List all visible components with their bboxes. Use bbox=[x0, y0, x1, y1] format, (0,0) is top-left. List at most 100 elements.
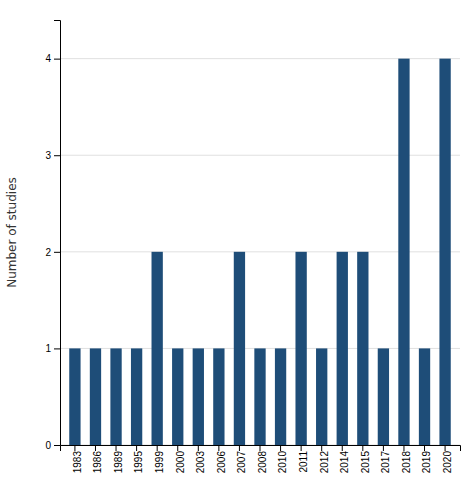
x-tick-mark bbox=[260, 445, 261, 451]
x-tick-mark bbox=[95, 445, 96, 451]
y-tick-label: 0 bbox=[45, 440, 51, 451]
x-tick: 2011 bbox=[298, 445, 309, 473]
y-tick: 1 bbox=[45, 343, 60, 354]
x-tick-mark bbox=[301, 445, 302, 451]
x-tick: 2003 bbox=[195, 445, 206, 473]
x-tick-mark bbox=[342, 445, 343, 451]
x-tick: 2019 bbox=[421, 445, 432, 473]
bar bbox=[295, 252, 306, 445]
x-tick-label: 2019 bbox=[421, 451, 432, 474]
y-tick-label: 2 bbox=[45, 247, 51, 258]
x-tick-label: 2014 bbox=[339, 451, 350, 474]
y-tick-mark bbox=[54, 252, 60, 253]
x-tick: 1995 bbox=[133, 445, 144, 473]
bar bbox=[378, 348, 389, 445]
x-tick-label: 2006 bbox=[216, 451, 227, 474]
bar bbox=[110, 348, 121, 445]
x-tick: 2018 bbox=[401, 445, 412, 473]
bar bbox=[193, 348, 204, 445]
x-tick-label: 1983 bbox=[72, 451, 83, 474]
bar bbox=[275, 348, 286, 445]
plot: 0 1 2 3 4 1983 1986 1989 1995 1999 2000 2003 2006 200… bbox=[45, 21, 460, 474]
x-tick-label: 2011 bbox=[298, 451, 309, 473]
y-tick-mark bbox=[54, 155, 60, 156]
bar bbox=[213, 348, 224, 445]
y-tick: 2 bbox=[45, 247, 60, 258]
x-tick-label: 2008 bbox=[257, 451, 268, 474]
x-tick: 2020 bbox=[442, 445, 453, 473]
x-tick: 2006 bbox=[216, 445, 227, 473]
x-tick-label: 2017 bbox=[380, 451, 391, 474]
x-tick-mark bbox=[177, 445, 178, 451]
bar bbox=[69, 348, 80, 445]
bar bbox=[172, 348, 183, 445]
y-tick-label: 1 bbox=[45, 343, 51, 354]
y-tick-label: 3 bbox=[45, 150, 51, 161]
x-tick: 2015 bbox=[360, 445, 371, 473]
x-tick-label: 2010 bbox=[277, 451, 288, 474]
x-axis-line bbox=[61, 446, 461, 452]
x-tick: 1999 bbox=[154, 445, 165, 473]
x-tick: 2014 bbox=[339, 445, 350, 473]
x-tick-mark bbox=[280, 445, 281, 451]
x-tick: 2012 bbox=[319, 445, 330, 473]
x-tick-mark bbox=[403, 445, 404, 451]
x-tick-mark bbox=[198, 445, 199, 451]
y-axis: 0 1 2 3 4 bbox=[45, 21, 60, 451]
x-tick-label: 1999 bbox=[154, 451, 165, 474]
bar bbox=[131, 348, 142, 445]
x-tick: 2017 bbox=[380, 445, 391, 473]
bar bbox=[357, 252, 368, 445]
y-axis-title: Number of studies bbox=[5, 177, 19, 288]
x-tick-mark bbox=[157, 445, 158, 451]
x-tick: 2000 bbox=[175, 445, 186, 473]
x-tick-mark bbox=[321, 445, 322, 451]
x-tick-mark bbox=[362, 445, 363, 451]
y-tick-mark bbox=[54, 59, 60, 60]
bar bbox=[90, 348, 101, 445]
y-axis-line bbox=[54, 21, 61, 446]
x-tick-label: 1986 bbox=[92, 451, 103, 474]
x-tick: 1986 bbox=[92, 445, 103, 473]
x-tick-label: 2003 bbox=[195, 451, 206, 474]
x-tick-label: 1995 bbox=[133, 451, 144, 474]
bar bbox=[419, 348, 430, 445]
bar bbox=[439, 59, 450, 445]
x-tick-label: 2015 bbox=[360, 451, 371, 474]
y-tick: 4 bbox=[45, 53, 60, 64]
x-tick-label: 2000 bbox=[175, 451, 186, 474]
x-tick: 2010 bbox=[277, 445, 288, 473]
x-tick-mark bbox=[239, 445, 240, 451]
y-tick-mark bbox=[54, 348, 60, 349]
x-axis: 1983 1986 1989 1995 1999 2000 2003 2006 2007 2008… bbox=[61, 445, 461, 473]
bar bbox=[234, 252, 245, 445]
x-tick: 1983 bbox=[72, 445, 83, 473]
x-tick-mark bbox=[383, 445, 384, 451]
x-tick-mark bbox=[445, 445, 446, 451]
bar bbox=[254, 348, 265, 445]
x-tick-mark bbox=[116, 445, 117, 451]
y-tick: 0 bbox=[45, 440, 60, 451]
x-tick: 2007 bbox=[236, 445, 247, 473]
bar bbox=[398, 59, 409, 445]
x-tick-label: 2007 bbox=[236, 451, 247, 474]
y-tick-mark bbox=[54, 445, 60, 446]
grid bbox=[60, 59, 460, 445]
x-tick-mark bbox=[136, 445, 137, 451]
x-tick-label: 2012 bbox=[319, 451, 330, 474]
bar bbox=[152, 252, 163, 445]
x-tick: 1989 bbox=[113, 445, 124, 473]
bar bbox=[316, 348, 327, 445]
x-tick-label: 1989 bbox=[113, 451, 124, 474]
bar bbox=[337, 252, 348, 445]
x-tick: 2008 bbox=[257, 445, 268, 473]
y-tick-label: 4 bbox=[45, 53, 51, 64]
x-tick-mark bbox=[424, 445, 425, 451]
x-tick-label: 2020 bbox=[442, 451, 453, 474]
x-tick-mark bbox=[74, 445, 75, 451]
y-tick: 3 bbox=[45, 150, 60, 161]
x-tick-label: 2018 bbox=[401, 451, 412, 474]
x-tick-mark bbox=[218, 445, 219, 451]
chart: 0 1 2 3 4 1983 1986 1989 1995 1999 2000 2003 2006 200… bbox=[0, 0, 475, 500]
bars bbox=[69, 59, 450, 445]
